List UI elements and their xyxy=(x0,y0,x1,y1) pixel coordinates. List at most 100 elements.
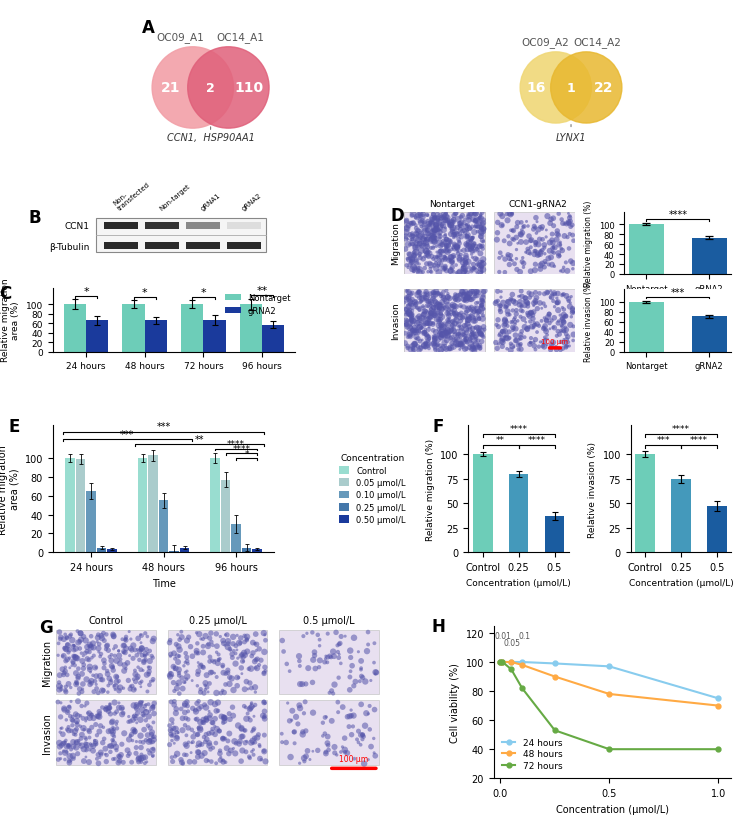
Point xyxy=(95,629,107,643)
Point xyxy=(428,286,440,300)
Point xyxy=(422,338,434,351)
Point xyxy=(549,242,561,255)
Point xyxy=(475,222,487,235)
Point xyxy=(459,228,471,241)
Point xyxy=(180,673,192,686)
Point xyxy=(538,322,550,335)
Point xyxy=(84,678,96,691)
Point xyxy=(420,329,432,342)
Point xyxy=(368,656,380,669)
Point xyxy=(70,723,82,736)
Point xyxy=(467,343,480,356)
Point xyxy=(107,661,119,674)
Point xyxy=(164,636,176,649)
Point xyxy=(185,724,198,737)
Point xyxy=(176,625,188,638)
Point xyxy=(458,295,470,308)
Point xyxy=(491,233,503,247)
Point xyxy=(547,288,559,301)
Point xyxy=(445,342,457,355)
Point xyxy=(81,696,93,710)
Point xyxy=(565,221,577,234)
Point xyxy=(506,315,518,329)
Point xyxy=(83,724,95,737)
Point xyxy=(85,676,97,690)
Point xyxy=(446,243,458,257)
Point xyxy=(168,647,180,660)
Point xyxy=(418,216,431,229)
Point xyxy=(423,333,435,346)
Point xyxy=(173,667,185,680)
72 hours xyxy=(498,657,507,667)
Point xyxy=(552,304,564,317)
Point xyxy=(474,327,486,340)
Point xyxy=(471,307,483,320)
Point xyxy=(466,305,478,318)
Point xyxy=(541,286,553,300)
Point xyxy=(544,317,556,330)
Point xyxy=(217,732,229,745)
Point xyxy=(437,344,449,358)
Point xyxy=(470,240,482,253)
Point xyxy=(73,687,85,700)
Point xyxy=(438,212,450,225)
Point xyxy=(535,302,547,315)
Point xyxy=(63,739,75,753)
Point xyxy=(117,756,129,769)
Point xyxy=(201,681,213,694)
Point xyxy=(253,658,265,672)
Point xyxy=(469,342,481,355)
Point xyxy=(100,628,112,641)
Point xyxy=(440,237,452,250)
Point xyxy=(471,286,483,299)
Point xyxy=(215,686,227,700)
Point xyxy=(402,310,414,323)
Point xyxy=(235,730,247,744)
Point xyxy=(311,628,323,642)
Point xyxy=(475,261,487,274)
Point xyxy=(492,216,504,229)
24 hours xyxy=(550,659,559,669)
Point xyxy=(111,744,123,757)
Point xyxy=(136,649,148,662)
Point xyxy=(98,654,110,667)
Point xyxy=(296,677,308,691)
Point xyxy=(352,736,364,749)
Point xyxy=(410,333,422,346)
Point xyxy=(518,220,530,233)
Point xyxy=(496,340,508,354)
Point xyxy=(93,710,105,723)
Point xyxy=(402,262,414,275)
Point xyxy=(132,632,144,645)
Point xyxy=(80,750,92,763)
Point xyxy=(454,253,466,267)
Point xyxy=(414,286,426,300)
Point xyxy=(440,245,452,258)
Point xyxy=(219,638,231,652)
Point xyxy=(461,301,473,315)
Point xyxy=(440,240,452,253)
Point xyxy=(430,288,442,301)
Point xyxy=(415,228,428,241)
Point xyxy=(399,337,411,350)
Point xyxy=(403,329,415,342)
Point xyxy=(418,317,430,330)
Point xyxy=(444,343,456,356)
Point xyxy=(66,659,78,672)
Point xyxy=(112,644,124,657)
Point xyxy=(546,339,558,352)
Point xyxy=(458,266,470,279)
Text: OC14_A1: OC14_A1 xyxy=(216,32,265,43)
Point xyxy=(420,337,432,350)
Point xyxy=(107,725,119,739)
48 hours xyxy=(605,689,614,699)
Point xyxy=(78,630,90,643)
Point xyxy=(546,258,558,272)
Point xyxy=(345,704,357,717)
Y-axis label: Relative invasion (%): Relative invasion (%) xyxy=(588,441,597,537)
Point xyxy=(61,723,73,736)
Point xyxy=(428,236,440,249)
Point xyxy=(60,681,72,694)
Point xyxy=(501,320,513,333)
Point xyxy=(216,684,228,697)
